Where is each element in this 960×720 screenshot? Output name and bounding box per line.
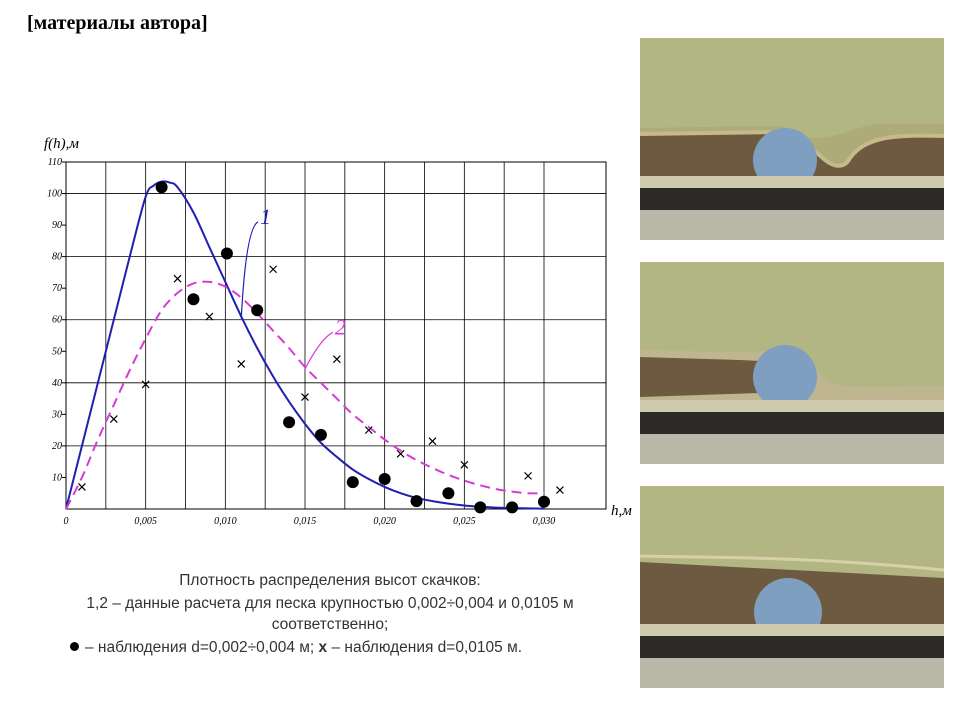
observation-dot (506, 501, 519, 514)
observation-dot (220, 247, 233, 260)
x-tick-label: 0,010 (214, 516, 237, 527)
observation-dot (442, 487, 455, 500)
flume-photo-1-image (640, 38, 944, 240)
chart-labels: 12 (240, 204, 346, 370)
chart-grid (65, 161, 607, 510)
y-tick-label: 80 (52, 252, 62, 263)
curve-label-1: 1 (260, 204, 271, 229)
observation-cross (141, 380, 150, 389)
chart-axes: 10 20 30 40 50 60 70 80 90 100 110 0 0,005 0,010 0,015… (44, 136, 632, 527)
x-tick-label: 0,005 (134, 516, 157, 527)
observation-cross (301, 393, 309, 401)
curve-label-leader (304, 331, 334, 370)
observation-dot (474, 501, 487, 514)
y-tick-label: 60 (52, 315, 62, 326)
y-tick-label: 70 (52, 283, 62, 294)
legend-cross-symbol: x (318, 639, 328, 656)
flume-photo-2 (640, 262, 944, 464)
x-tick-label: 0,020 (373, 516, 396, 527)
x-axis-title: h,м (611, 503, 632, 519)
flume-photo-3 (640, 486, 944, 688)
observation-dot (378, 473, 391, 486)
x-tick-label: 0,015 (294, 516, 317, 527)
observation-dot (155, 181, 168, 194)
legend-cross-text: – наблюдения d=0,0105 м. (331, 639, 523, 656)
x-tick-label: 0 (64, 516, 69, 527)
legend-dot-text: – наблюдения d=0,002÷0,004 м; (85, 639, 315, 656)
y-tick-label: 20 (52, 441, 62, 452)
caption-line-2: 1,2 – данные расчета для песка крупность… (86, 595, 574, 612)
observation-dot (410, 495, 423, 508)
caption-line-4: – наблюдения d=0,002÷0,004 м; x – наблюд… (70, 637, 630, 658)
flume-photo-2-image (640, 262, 944, 464)
series-1-line (65, 180, 545, 510)
y-tick-label: 90 (52, 220, 62, 231)
observation-cross (556, 486, 564, 494)
y-tick-label: 100 (47, 189, 62, 200)
y-tick-label: 10 (52, 472, 62, 483)
x-tick-label: 0,025 (453, 516, 476, 527)
observation-cross (396, 449, 405, 458)
observation-cross (332, 355, 341, 364)
observation-cross (78, 482, 86, 491)
observation-dot (283, 416, 296, 429)
observation-cross (364, 426, 373, 435)
flume-photo-1 (640, 38, 944, 240)
y-tick-label: 50 (52, 346, 62, 357)
y-tick-label: 110 (48, 157, 62, 168)
observation-cross (205, 312, 214, 321)
observation-dot (187, 293, 200, 306)
observation-dot (314, 428, 327, 441)
observation-cross (460, 460, 469, 469)
curve-label-2: 2 (335, 314, 346, 339)
legend-dot-icon (70, 642, 79, 651)
chart-markers (78, 181, 564, 514)
chart-curves (65, 180, 545, 510)
slide-header: [материалы автора] (27, 12, 208, 34)
observation-cross (237, 359, 246, 368)
observation-dot (251, 304, 264, 317)
observation-dot (538, 495, 550, 508)
series-2-line (65, 280, 545, 510)
observation-cross (269, 265, 278, 274)
distribution-chart: 10 20 30 40 50 60 70 80 90 100 110 0 0,005 0,010 0,015… (44, 136, 632, 527)
observation-cross (524, 471, 532, 480)
observation-cross (173, 274, 182, 283)
y-tick-label: 40 (52, 378, 62, 389)
caption-line-3: соответственно; (271, 616, 389, 633)
observation-cross (109, 415, 118, 424)
y-axis-title: f(h),м (44, 136, 79, 152)
y-tick-label: 30 (51, 409, 62, 420)
flume-photo-3-image (640, 486, 944, 688)
x-tick-label: 0,030 (533, 516, 556, 527)
observation-dot (346, 476, 359, 489)
observation-cross (428, 437, 437, 446)
curve-label-leader (240, 221, 259, 319)
caption-line-1: Плотность распределения высот скачков: (179, 572, 481, 589)
